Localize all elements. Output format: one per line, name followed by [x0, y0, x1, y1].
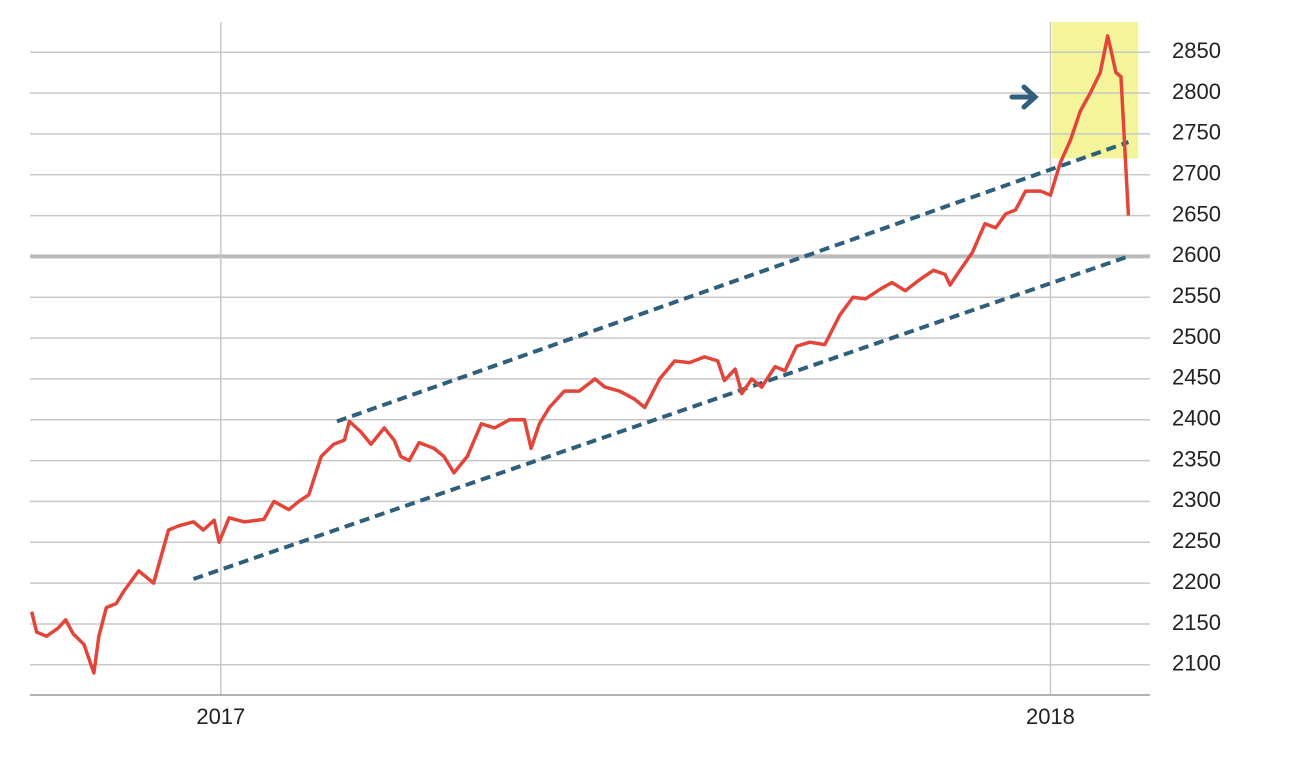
labels-layer: 2100 2150 2200 2250 2300 2350 2400 2450 2500 2550… [196, 38, 1221, 729]
y-tick-label: 2650 [1172, 201, 1221, 226]
trend-line [336, 140, 1130, 424]
trend-line [192, 254, 1130, 581]
y-tick-label: 2700 [1172, 161, 1221, 186]
y-tick-label: 2600 [1172, 242, 1221, 267]
x-tick-label: 2017 [196, 704, 245, 729]
y-tick-label: 2500 [1172, 324, 1221, 349]
y-tick-label: 2150 [1172, 610, 1221, 635]
marks-layer [29, 34, 1131, 675]
y-tick-label: 2550 [1172, 283, 1221, 308]
y-tick-label: 2300 [1172, 487, 1221, 512]
y-tick-label: 2350 [1172, 446, 1221, 471]
y-tick-label: 2800 [1172, 79, 1221, 104]
y-tick-label: 2750 [1172, 120, 1221, 145]
grid-layer [30, 22, 1150, 696]
y-tick-label: 2450 [1172, 365, 1221, 390]
y-tick-label: 2400 [1172, 406, 1221, 431]
y-tick-label: 2100 [1172, 651, 1221, 676]
y-tick-label: 2250 [1172, 528, 1221, 553]
y-tick-label: 2850 [1172, 38, 1221, 63]
annotation-arrow [1009, 84, 1039, 110]
y-tick-label: 2200 [1172, 569, 1221, 594]
x-tick-label: 2018 [1026, 704, 1075, 729]
price-line [29, 34, 1131, 675]
